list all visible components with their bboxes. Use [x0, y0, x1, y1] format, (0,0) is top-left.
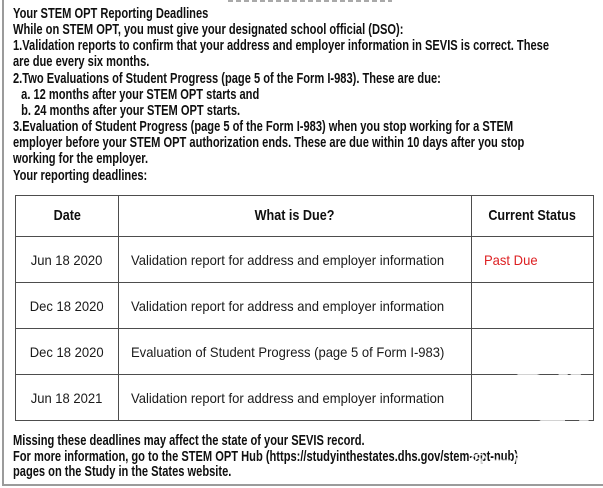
date-value: Dec 18 2020 — [30, 343, 104, 360]
intro-line: While on STEM OPT, you must give your de… — [13, 21, 404, 39]
due-value: Evaluation of Student Progress (page 5 o… — [131, 343, 445, 360]
header-what-is-due-label: What is Due? — [255, 207, 335, 224]
intro-subitem-a: a. 12 months after your STEM OPT starts … — [21, 85, 260, 103]
date-cell: Dec 18 2020 — [15, 328, 119, 375]
due-cell: Validation report for address and employ… — [118, 236, 472, 283]
date-value: Dec 18 2020 — [30, 297, 104, 314]
intro-line: 2.Two Evaluations of Student Progress (p… — [13, 69, 441, 87]
table-row: Jun 18 2021 Validation report for addres… — [15, 374, 594, 421]
table-header-row: Date What is Due? Current Status — [15, 195, 594, 237]
intro-line: 3.Evaluation of Student Progress (page 5… — [13, 118, 514, 136]
footer-line: pages on the Study in the States website… — [13, 463, 232, 481]
due-value: Validation report for address and employ… — [131, 297, 445, 314]
date-cell: Dec 18 2020 — [15, 282, 119, 329]
table-row: Dec 18 2020 Validation report for addres… — [15, 282, 594, 329]
status-cell — [471, 282, 594, 329]
deadlines-table: Date What is Due? Current Status Jun 18 … — [15, 195, 594, 421]
status-cell — [471, 374, 594, 421]
intro-line: are due every six months. — [13, 53, 150, 71]
intro-subitem-b: b. 24 months after your STEM OPT starts. — [21, 101, 241, 119]
reporting-deadlines-label: Your reporting deadlines: — [13, 166, 148, 184]
date-value: Jun 18 2020 — [31, 251, 103, 268]
header-current-status: Current Status — [471, 195, 594, 237]
date-value: Jun 18 2021 — [31, 389, 103, 406]
intro-line: 1.Validation reports to confirm that you… — [13, 37, 550, 55]
due-cell: Validation report for address and employ… — [118, 282, 472, 329]
due-cell: Evaluation of Student Progress (page 5 o… — [118, 328, 472, 375]
due-value: Validation report for address and employ… — [131, 389, 445, 406]
table-row: Jun 18 2020 Validation report for addres… — [15, 236, 594, 283]
header-current-status-label: Current Status — [488, 207, 577, 224]
due-value: Validation report for address and employ… — [131, 251, 445, 268]
stem-opt-hub-url-line: For more information, go to the STEM OPT… — [13, 447, 519, 465]
footer-text-block: Missing these deadlines may affect the s… — [13, 433, 603, 480]
date-cell: Jun 18 2021 — [15, 374, 119, 421]
cutoff-text-fragment — [228, 0, 392, 2]
status-cell — [471, 328, 594, 375]
status-cell: Past Due — [471, 236, 594, 283]
intro-text-block: Your STEM OPT Reporting Deadlines While … — [13, 5, 603, 184]
header-what-is-due: What is Due? — [118, 195, 472, 237]
intro-line: employer before your STEM OPT authorizat… — [13, 134, 525, 152]
date-cell: Jun 18 2020 — [15, 236, 119, 283]
footer-warning: Missing these deadlines may affect the s… — [13, 432, 365, 449]
intro-heading: Your STEM OPT Reporting Deadlines — [13, 5, 209, 22]
intro-line: working for the employer. — [13, 150, 149, 168]
header-date: Date — [15, 195, 119, 237]
table-row: Dec 18 2020 Evaluation of Student Progre… — [15, 328, 594, 375]
header-date-label: Date — [53, 207, 81, 224]
due-cell: Validation report for address and employ… — [118, 374, 472, 421]
status-badge: Past Due — [484, 251, 538, 268]
